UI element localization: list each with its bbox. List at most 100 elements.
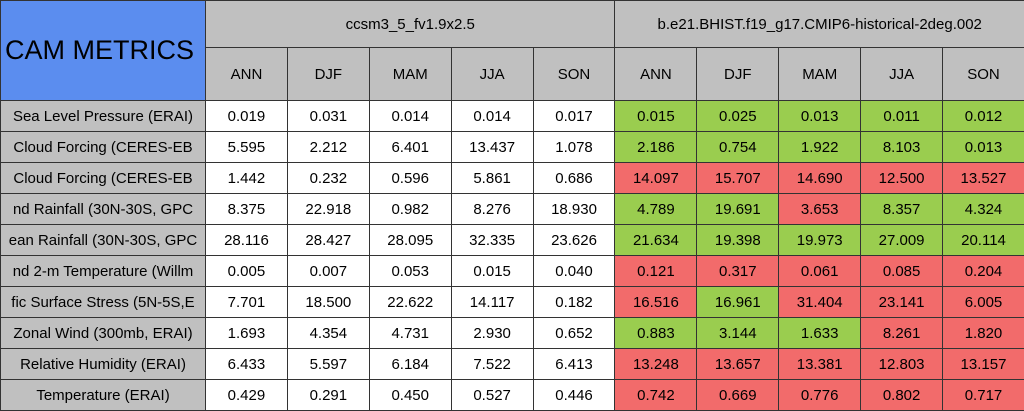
metric-cell: 5.597: [287, 349, 369, 380]
metric-cell: 0.012: [943, 101, 1024, 132]
metric-cell: 0.007: [287, 256, 369, 287]
metric-cell: 0.776: [779, 380, 861, 411]
metric-cell: 15.707: [697, 163, 779, 194]
metric-cell: 0.686: [533, 163, 615, 194]
metric-cell: 8.375: [206, 194, 288, 225]
metric-cell: 8.357: [861, 194, 943, 225]
metric-cell: 32.335: [451, 225, 533, 256]
metric-cell: 1.078: [533, 132, 615, 163]
metric-cell: 0.014: [451, 101, 533, 132]
metric-cell: 6.184: [369, 349, 451, 380]
metric-cell: 0.025: [697, 101, 779, 132]
metric-cell: 8.276: [451, 194, 533, 225]
metric-cell: 13.437: [451, 132, 533, 163]
metric-cell: 8.103: [861, 132, 943, 163]
row-label: Sea Level Pressure (ERAI): [1, 101, 206, 132]
metric-cell: 12.803: [861, 349, 943, 380]
metric-cell: 0.204: [943, 256, 1024, 287]
metric-cell: 27.009: [861, 225, 943, 256]
metric-cell: 0.005: [206, 256, 288, 287]
metric-cell: 0.717: [943, 380, 1024, 411]
metric-cell: 3.653: [779, 194, 861, 225]
metric-cell: 0.019: [206, 101, 288, 132]
metric-cell: 0.053: [369, 256, 451, 287]
metric-cell: 19.973: [779, 225, 861, 256]
row-label: ean Rainfall (30N-30S, GPC: [1, 225, 206, 256]
row-label: fic Surface Stress (5N-5S,E: [1, 287, 206, 318]
metric-cell: 18.930: [533, 194, 615, 225]
metric-cell: 1.633: [779, 318, 861, 349]
row-label: nd Rainfall (30N-30S, GPC: [1, 194, 206, 225]
metric-cell: 0.429: [206, 380, 288, 411]
metric-cell: 8.261: [861, 318, 943, 349]
metric-cell: 4.789: [615, 194, 697, 225]
metric-cell: 0.011: [861, 101, 943, 132]
metric-cell: 22.622: [369, 287, 451, 318]
column-header: MAM: [369, 48, 451, 101]
metric-cell: 0.015: [615, 101, 697, 132]
group-header: ccsm3_5_fv1.9x2.5: [206, 1, 615, 48]
metric-cell: 0.121: [615, 256, 697, 287]
metric-cell: 31.404: [779, 287, 861, 318]
metric-cell: 7.701: [206, 287, 288, 318]
column-header: MAM: [779, 48, 861, 101]
metric-cell: 13.381: [779, 349, 861, 380]
metric-cell: 1.693: [206, 318, 288, 349]
metric-cell: 0.742: [615, 380, 697, 411]
metric-cell: 0.446: [533, 380, 615, 411]
column-header: JJA: [451, 48, 533, 101]
metric-cell: 3.144: [697, 318, 779, 349]
metric-cell: 14.117: [451, 287, 533, 318]
metric-cell: 0.232: [287, 163, 369, 194]
metric-cell: 14.097: [615, 163, 697, 194]
metric-cell: 2.930: [451, 318, 533, 349]
metric-cell: 23.141: [861, 287, 943, 318]
metric-cell: 13.157: [943, 349, 1024, 380]
metric-cell: 0.754: [697, 132, 779, 163]
metric-cell: 28.427: [287, 225, 369, 256]
metric-cell: 0.040: [533, 256, 615, 287]
metric-cell: 16.961: [697, 287, 779, 318]
row-label: Cloud Forcing (CERES-EB: [1, 163, 206, 194]
column-header: DJF: [287, 48, 369, 101]
column-header: DJF: [697, 48, 779, 101]
metric-cell: 21.634: [615, 225, 697, 256]
metric-cell: 1.820: [943, 318, 1024, 349]
metric-cell: 20.114: [943, 225, 1024, 256]
metric-cell: 4.324: [943, 194, 1024, 225]
metric-cell: 6.433: [206, 349, 288, 380]
row-label: Relative Humidity (ERAI): [1, 349, 206, 380]
metric-cell: 6.413: [533, 349, 615, 380]
row-label: Cloud Forcing (CERES-EB: [1, 132, 206, 163]
metric-cell: 1.922: [779, 132, 861, 163]
metric-cell: 18.500: [287, 287, 369, 318]
metric-cell: 28.095: [369, 225, 451, 256]
metric-cell: 16.516: [615, 287, 697, 318]
row-label: Zonal Wind (300mb, ERAI): [1, 318, 206, 349]
metric-cell: 13.527: [943, 163, 1024, 194]
row-label: nd 2-m Temperature (Willm: [1, 256, 206, 287]
metric-cell: 5.861: [451, 163, 533, 194]
metric-cell: 0.014: [369, 101, 451, 132]
metric-cell: 0.450: [369, 380, 451, 411]
metric-cell: 0.982: [369, 194, 451, 225]
metric-cell: 0.883: [615, 318, 697, 349]
metric-cell: 14.690: [779, 163, 861, 194]
metric-cell: 0.061: [779, 256, 861, 287]
column-header: SON: [943, 48, 1024, 101]
metric-cell: 4.731: [369, 318, 451, 349]
metric-cell: 12.500: [861, 163, 943, 194]
metric-cell: 13.657: [697, 349, 779, 380]
metric-cell: 23.626: [533, 225, 615, 256]
metric-cell: 0.182: [533, 287, 615, 318]
